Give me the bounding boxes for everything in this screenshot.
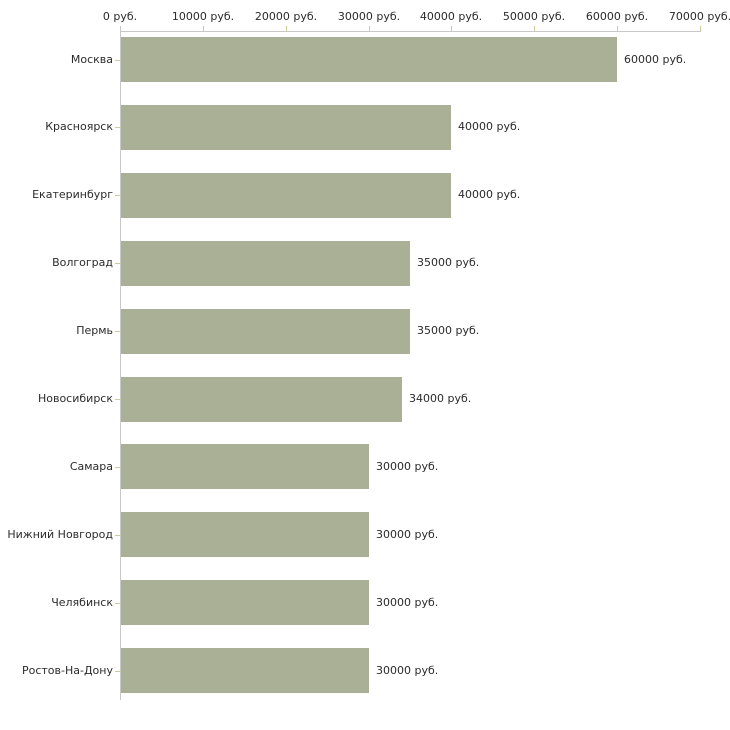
x-axis-tick bbox=[369, 26, 370, 31]
value-label: 34000 руб. bbox=[409, 392, 472, 405]
x-axis-tick-label: 30000 руб. bbox=[337, 10, 401, 23]
y-axis-tick bbox=[115, 671, 120, 672]
x-axis-tick bbox=[451, 26, 452, 31]
value-label: 40000 руб. bbox=[458, 188, 521, 201]
x-axis-tick-label: 0 руб. bbox=[102, 10, 138, 23]
category-label: Красноярск bbox=[45, 120, 113, 133]
x-axis-tick-label: 40000 руб. bbox=[419, 10, 483, 23]
bar bbox=[121, 105, 451, 150]
x-axis-tick-label: 50000 руб. bbox=[502, 10, 566, 23]
bar bbox=[121, 37, 617, 82]
value-label: 35000 руб. bbox=[417, 324, 480, 337]
x-axis-tick bbox=[617, 26, 618, 31]
x-axis-tick bbox=[286, 26, 287, 31]
bar bbox=[121, 444, 369, 489]
x-axis-tick-label: 10000 руб. bbox=[171, 10, 235, 23]
category-label: Пермь bbox=[76, 324, 113, 337]
y-axis-tick bbox=[115, 535, 120, 536]
category-label: Самара bbox=[69, 460, 113, 473]
value-label: 40000 руб. bbox=[458, 120, 521, 133]
bar bbox=[121, 241, 410, 286]
value-label: 30000 руб. bbox=[376, 460, 439, 473]
x-axis-tick-label: 70000 руб. bbox=[668, 10, 730, 23]
y-axis-tick bbox=[115, 60, 120, 61]
bar bbox=[121, 512, 369, 557]
y-axis-line bbox=[120, 26, 121, 700]
x-axis-tick-label: 60000 руб. bbox=[585, 10, 649, 23]
category-label: Челябинск bbox=[51, 596, 113, 609]
y-axis-tick bbox=[115, 263, 120, 264]
x-axis-tick bbox=[700, 26, 701, 31]
bar bbox=[121, 377, 402, 422]
y-axis-tick bbox=[115, 603, 120, 604]
x-axis-tick-label: 20000 руб. bbox=[254, 10, 318, 23]
category-label: Екатеринбург bbox=[32, 188, 113, 201]
y-axis-tick bbox=[115, 127, 120, 128]
category-label: Новосибирск bbox=[37, 392, 113, 405]
category-label: Нижний Новгород bbox=[7, 528, 113, 541]
bar bbox=[121, 648, 369, 693]
x-axis-line bbox=[120, 31, 701, 32]
category-label: Волгоград bbox=[52, 256, 113, 269]
category-label: Ростов-На-Дону bbox=[21, 664, 113, 677]
category-label: Москва bbox=[70, 53, 113, 66]
value-label: 60000 руб. bbox=[624, 53, 687, 66]
y-axis-tick bbox=[115, 399, 120, 400]
bar bbox=[121, 580, 369, 625]
value-label: 30000 руб. bbox=[376, 664, 439, 677]
bar bbox=[121, 173, 451, 218]
y-axis-tick bbox=[115, 331, 120, 332]
y-axis-tick bbox=[115, 467, 120, 468]
value-label: 35000 руб. bbox=[417, 256, 480, 269]
y-axis-tick bbox=[115, 195, 120, 196]
value-label: 30000 руб. bbox=[376, 528, 439, 541]
value-label: 30000 руб. bbox=[376, 596, 439, 609]
bar bbox=[121, 309, 410, 354]
x-axis-tick bbox=[534, 26, 535, 31]
x-axis-tick bbox=[203, 26, 204, 31]
